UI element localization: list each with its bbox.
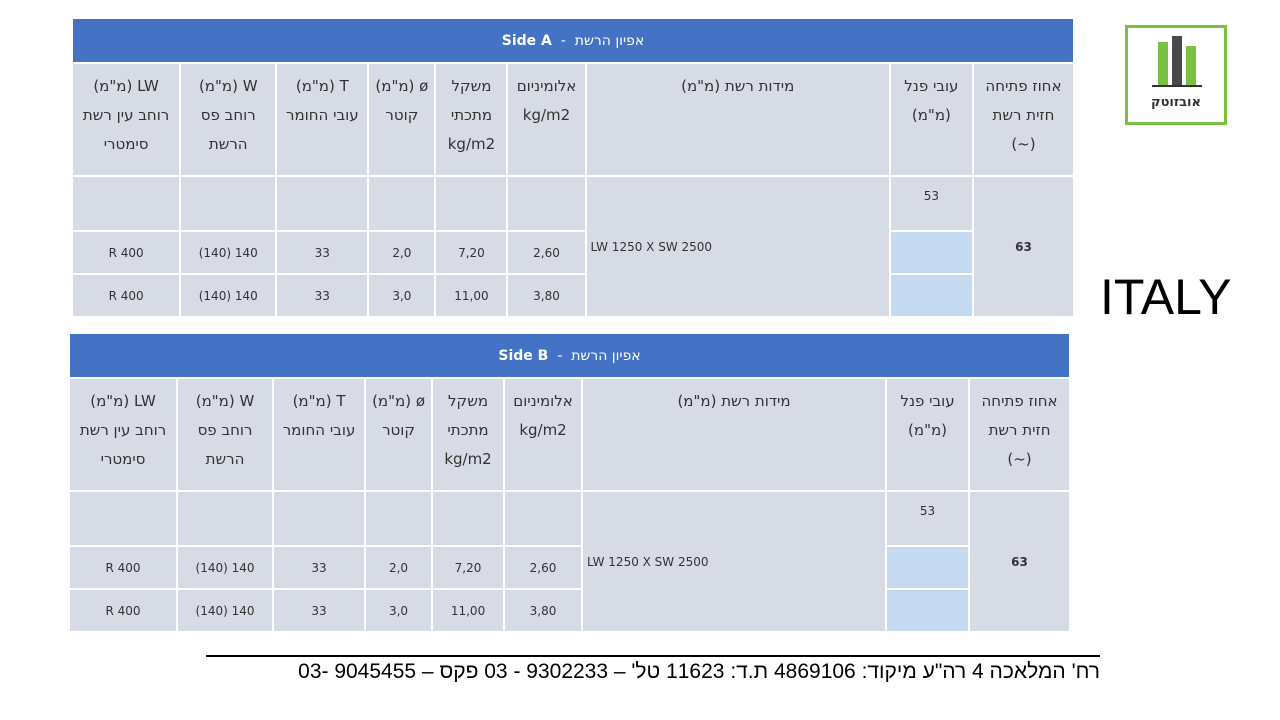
panel-empty-cell (888, 273, 974, 318)
data-row: 3,80 11,00 3,0 33 140 (140) R 400 (67, 588, 1070, 633)
value-cell: 2,60 (503, 545, 584, 590)
empty-cell (272, 490, 367, 547)
title-side: Side B (498, 347, 549, 364)
empty-cell (506, 175, 587, 232)
header-cell: W (מ"מ) רוחב פס הרשת (179, 62, 278, 177)
value-cell: 140 (140) (179, 273, 278, 318)
table-body: אפיון הרשת - Side B אחוז פתיחה חזית רשת (… (67, 332, 1072, 633)
value-cell: 3,80 (503, 588, 584, 633)
title-name: אפיון הרשת (574, 32, 645, 49)
header-cell: T (מ"מ) עובי החומר (272, 377, 367, 492)
value-cell: 33 (272, 588, 367, 633)
header-cell: ø (מ"מ) קוטר (364, 377, 434, 492)
empty-cell (434, 175, 509, 232)
header-cell: אלומיניום kg/m2 (503, 377, 584, 492)
value-cell: 2,0 (364, 545, 434, 590)
header-cell: אחוז פתיחה חזית רשת (~) (968, 377, 1072, 492)
value-cell: 140 (140) (176, 588, 275, 633)
empty-cell (503, 490, 584, 547)
dimensions-cell: LW 1250 X SW 2500 (584, 175, 891, 318)
title-cell: אפיון הרשת - Side A (71, 17, 1075, 64)
value-cell: 140 (140) (176, 545, 275, 590)
panel-empty-cell (885, 545, 971, 590)
header-row: אחוז פתיחה חזית רשת (~) עובי פנל (מ"מ) מיד… (67, 377, 1072, 492)
header-row: אחוז פתיחה חזית רשת (~) עובי פנל (מ"מ) מיד… (70, 62, 1076, 177)
data-row: 2,60 7,20 2,0 33 140 (140) R 400 (67, 545, 1070, 590)
value-cell: R 400 (67, 588, 179, 633)
empty-cell (364, 490, 434, 547)
logo: אובזוטק (1125, 25, 1227, 125)
dimensions-cell: LW 1250 X SW 2500 (581, 490, 888, 633)
value-cell: 11,00 (434, 273, 509, 318)
empty-cell (176, 490, 275, 547)
panel-cell: 53 (885, 490, 971, 547)
logo-text: אובזוטק (1151, 95, 1201, 110)
empty-cell (275, 175, 370, 232)
value-cell: 3,80 (506, 273, 587, 318)
value-cell: R 400 (67, 545, 179, 590)
title-cell: אפיון הרשת - Side B (67, 332, 1072, 379)
header-cell: משקל מתכתי kg/m2 (431, 377, 506, 492)
value-cell: 2,60 (506, 230, 587, 275)
empty-cell (367, 175, 437, 232)
empty-cell (70, 175, 182, 232)
table-body: אפיון הרשת - Side A אחוז פתיחה חזית רשת (… (70, 17, 1076, 318)
data-row: 63 53 LW 1250 X SW 2500 (67, 490, 1072, 633)
value-cell: 33 (275, 230, 370, 275)
title-row: אפיון הרשת - Side A (71, 17, 1075, 64)
data-row: 63 53 LW 1250 X SW 2500 (70, 175, 1076, 318)
header-cell: מידות רשת (מ"מ) (584, 62, 891, 177)
value-cell: 33 (275, 273, 370, 318)
data-row: 2,60 7,20 2,0 33 140 (140) R 400 (70, 230, 1074, 275)
title-separator: - (560, 32, 566, 49)
value-cell: 7,20 (431, 545, 506, 590)
opening-cell: 63 (971, 175, 1076, 318)
value-cell: 3,0 (367, 273, 437, 318)
empty-cell (431, 490, 506, 547)
logo-icon (1152, 36, 1202, 87)
footer-text: רח' המלאכה 4 רה"ע מיקוד: 4869106 ת.ד: 11… (298, 660, 1100, 683)
header-cell: LW (מ"מ) רוחב עין רשת סימטרי (67, 377, 179, 492)
title-side: Side A (501, 32, 552, 49)
empty-cell (179, 175, 278, 232)
value-cell: 7,20 (434, 230, 509, 275)
title-separator: - (557, 347, 563, 364)
panel-cell: 53 (888, 175, 974, 232)
header-cell: W (מ"מ) רוחב פס הרשת (176, 377, 275, 492)
title-name: אפיון הרשת (571, 347, 641, 364)
header-cell: T (מ"מ) עובי החומר (275, 62, 370, 177)
header-cell: ø (מ"מ) קוטר (367, 62, 437, 177)
panel-empty-cell (885, 588, 971, 633)
opening-cell: 63 (968, 490, 1072, 633)
value-cell: 2,0 (367, 230, 437, 275)
value-cell: 11,00 (431, 588, 506, 633)
spec-table: אפיון הרשת - Side A אחוז פתיחה חזית רשת (… (70, 17, 1076, 318)
header-cell: LW (מ"מ) רוחב עין רשת סימטרי (70, 62, 182, 177)
value-cell: R 400 (70, 230, 182, 275)
header-cell: עובי פנל (מ"מ) (888, 62, 974, 177)
spec-table: אפיון הרשת - Side B אחוז פתיחה חזית רשת (… (67, 332, 1072, 633)
header-cell: אלומיניום kg/m2 (506, 62, 587, 177)
title-row: אפיון הרשת - Side B (67, 332, 1072, 379)
country-label: ITALY (1100, 269, 1232, 325)
empty-cell (67, 490, 179, 547)
value-cell: 33 (272, 545, 367, 590)
value-cell: 3,0 (364, 588, 434, 633)
header-cell: מידות רשת (מ"מ) (581, 377, 888, 492)
header-cell: אחוז פתיחה חזית רשת (~) (971, 62, 1076, 177)
header-cell: משקל מתכתי kg/m2 (434, 62, 509, 177)
header-cell: עובי פנל (מ"מ) (885, 377, 971, 492)
value-cell: 140 (140) (179, 230, 278, 275)
value-cell: R 400 (70, 273, 182, 318)
footer-rule (206, 655, 1100, 657)
panel-empty-cell (888, 230, 974, 275)
data-row: 3,80 11,00 3,0 33 140 (140) R 400 (70, 273, 1074, 318)
